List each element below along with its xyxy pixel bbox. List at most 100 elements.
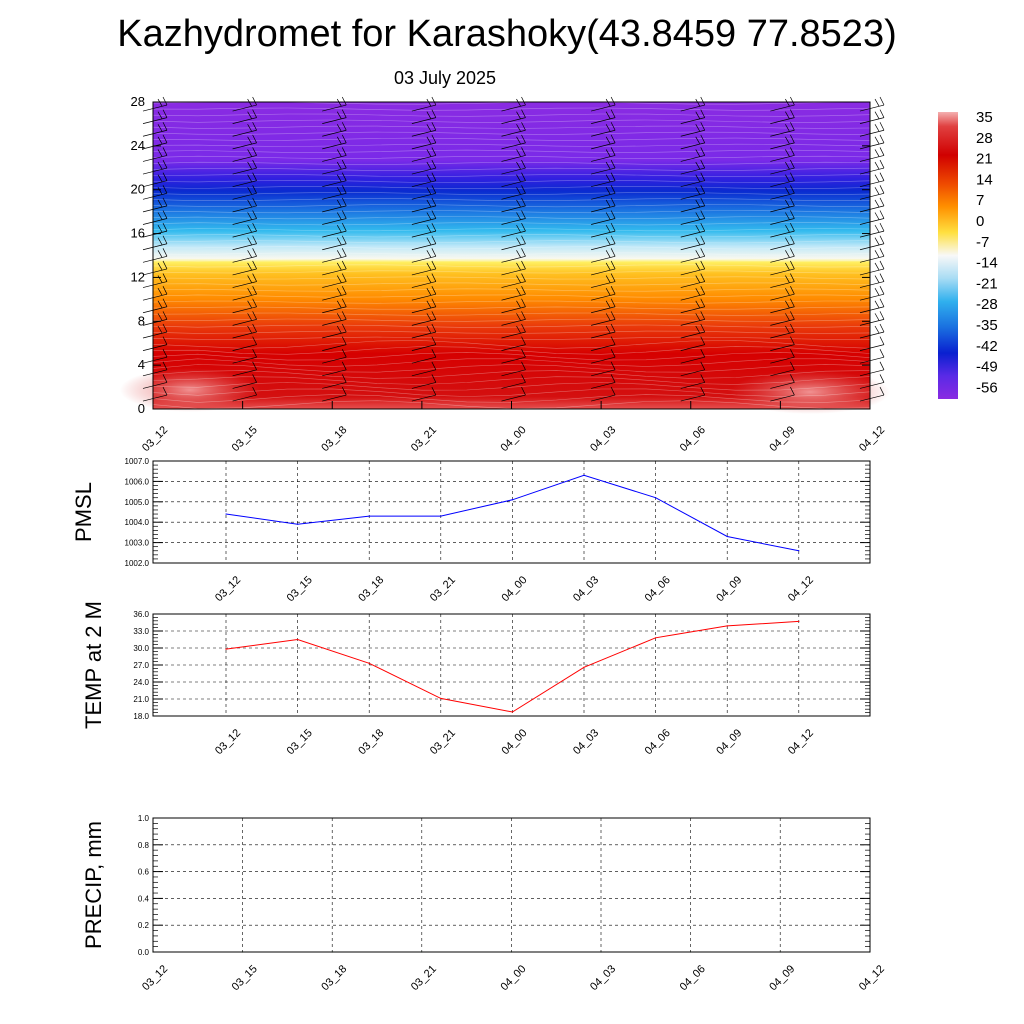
wind-barb (142, 386, 168, 402)
wind-barb (411, 235, 437, 251)
wind-barb (322, 210, 347, 225)
wind-barb (591, 349, 616, 364)
wind-barb (232, 122, 257, 137)
wind-barb (501, 235, 526, 251)
wind-barb (680, 323, 706, 339)
wind-barb (859, 185, 885, 200)
wind-barb (680, 273, 706, 288)
data-point (225, 513, 227, 515)
data-point (798, 550, 800, 552)
wind-barb (680, 109, 706, 124)
x-tick-label: 04_09 (767, 963, 797, 993)
contour-line (152, 192, 871, 196)
wind-barb (142, 159, 168, 175)
contour-line (152, 167, 871, 171)
wind-barb (232, 374, 257, 389)
wind-barb (142, 122, 168, 137)
wind-barb (322, 374, 347, 389)
wind-barb (591, 147, 616, 162)
wind-barb (680, 374, 706, 389)
cross-section-y-axis: 0 4 8 12 16 20 24 28 (131, 94, 870, 416)
contour-line (152, 382, 871, 391)
wind-barb (232, 147, 257, 162)
wind-barb (859, 235, 885, 251)
wind-barb (770, 386, 795, 402)
colorbar-label: 28 (976, 130, 993, 147)
colorbar-label: -28 (976, 296, 998, 313)
wind-barb (591, 172, 616, 188)
y-axis-label: PMSL (71, 482, 96, 542)
y-tick-label: 21.0 (133, 695, 149, 704)
wind-barb (411, 349, 437, 364)
wind-barb (501, 336, 526, 351)
wind-barb (142, 298, 168, 314)
x-tick-label: 03_15 (230, 963, 260, 993)
wind-barb (770, 197, 795, 213)
data-point (583, 474, 585, 476)
wind-barb (411, 147, 437, 162)
wind-barb (411, 311, 437, 326)
wind-barb (591, 374, 616, 389)
x-tick-label: 04_09 (767, 424, 797, 454)
wind-barb (680, 260, 706, 276)
temp-2m-panel: 18.0 21.0 24.0 27.0 30.0 33.0 36.0 03_12 03_15 03… (81, 601, 871, 757)
wind-barb (501, 197, 526, 213)
wind-barb (232, 248, 257, 263)
wind-barb (232, 273, 257, 288)
wind-barb (501, 298, 526, 314)
wind-barb (232, 298, 257, 314)
wind-barb (591, 159, 616, 175)
contour-line (152, 376, 871, 385)
wind-barb (232, 222, 257, 238)
x-tick-label: 03_15 (230, 424, 260, 454)
y-tick-label: 1005.0 (125, 498, 150, 507)
wind-barb (501, 260, 526, 276)
wind-barb (859, 286, 885, 301)
colorbar-label: -7 (976, 234, 989, 251)
x-tick-label: 03_18 (356, 727, 386, 757)
data-point (726, 535, 728, 538)
wind-barb (411, 374, 437, 389)
y-tick-label: 28 (131, 94, 145, 109)
wind-barb (591, 248, 616, 263)
contour-line (152, 282, 871, 286)
wind-barb (859, 374, 885, 389)
data-point (368, 515, 370, 517)
wind-barb (501, 273, 526, 288)
y-tick-label: 27.0 (133, 661, 149, 670)
colorbar-label: -42 (976, 338, 998, 355)
y-axis-label: TEMP at 2 M (81, 601, 106, 729)
wind-barb (411, 122, 437, 137)
wind-barb (232, 386, 257, 402)
wind-barb (142, 374, 168, 389)
y-tick-label: 1004.0 (125, 518, 150, 527)
contour-line (152, 358, 871, 367)
y-tick-label: 0 (138, 401, 145, 416)
x-tick-label: 03_21 (409, 963, 439, 993)
wind-barb (770, 248, 795, 263)
wind-barb (591, 96, 616, 112)
wind-barb (501, 323, 526, 339)
wind-barb (859, 96, 885, 112)
contour-line (152, 336, 870, 340)
wind-barb (770, 222, 795, 238)
wind-barb (859, 273, 885, 288)
x-tick-label: 03_15 (285, 574, 315, 604)
y-tick-label: 1007.0 (125, 457, 150, 466)
colorbar-label: 14 (976, 171, 993, 188)
wind-barb (322, 386, 347, 402)
wind-barb (591, 311, 616, 326)
wind-barb (680, 386, 706, 402)
contour-line (152, 131, 871, 135)
x-tick-label: 04_09 (714, 727, 744, 757)
wind-barb (232, 286, 257, 301)
chart-title: Kazhydromet for Karashoky(43.8459 77.852… (117, 13, 896, 55)
wind-barb (501, 172, 526, 188)
wind-barb (859, 311, 885, 326)
x-tick-label: 03_18 (356, 574, 386, 604)
wind-barb (232, 197, 257, 213)
wind-barb (501, 134, 526, 150)
contour-line (152, 288, 871, 292)
wind-barb (411, 361, 437, 377)
contour-line (152, 252, 871, 256)
